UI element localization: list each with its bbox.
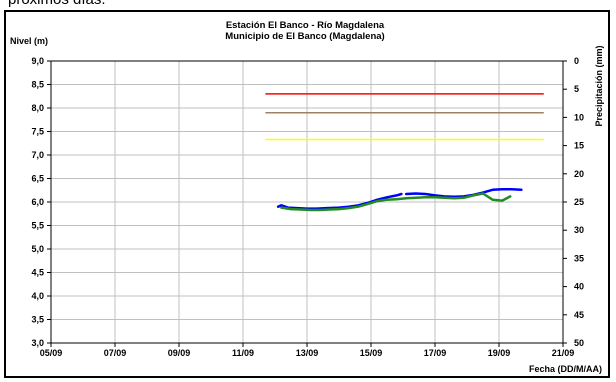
x-tick-label: 15/09 bbox=[360, 348, 383, 358]
x-axis-label: Fecha (DD/M/AA) bbox=[529, 364, 602, 374]
x-tick-label: 19/09 bbox=[488, 348, 511, 358]
y2-tick-label: 45 bbox=[574, 310, 584, 320]
river-level-chart: Estación El Banco - Río Magdalena Munici… bbox=[10, 20, 604, 374]
chart-title: Estación El Banco - Río Magdalena bbox=[226, 20, 385, 31]
y2-tick-label: 15 bbox=[574, 141, 584, 151]
x-tick-label: 07/09 bbox=[104, 348, 127, 358]
y2-axis-label: Precipitación (mm) bbox=[594, 45, 604, 126]
y-tick-label: 8,5 bbox=[31, 80, 44, 90]
y2-tick-label: 25 bbox=[574, 197, 584, 207]
y2-tick-label: 35 bbox=[574, 253, 584, 263]
chart-subtitle: Municipio de El Banco (Magdalena) bbox=[225, 31, 384, 42]
x-tick-label: 09/09 bbox=[168, 348, 191, 358]
y-tick-label: 4,5 bbox=[31, 268, 44, 278]
y2-tick-label: 10 bbox=[574, 112, 584, 122]
y-tick-label: 5,0 bbox=[31, 244, 44, 254]
plot-area: 05/09 07/09 09/09 11/09 13/09 15/09 17/09 19/09… bbox=[31, 56, 584, 358]
y-tick-label: 4,0 bbox=[31, 291, 44, 301]
x-tick-label: 05/09 bbox=[40, 348, 63, 358]
y-tick-label: 9,0 bbox=[31, 56, 44, 66]
x-tick-label: 17/09 bbox=[424, 348, 447, 358]
series-line-1 bbox=[280, 192, 512, 212]
y-tick-label: 3,0 bbox=[31, 338, 44, 348]
y-tick-label: 6,0 bbox=[31, 197, 44, 207]
x-tick-label: 21/09 bbox=[552, 348, 575, 358]
y2-tick-label: 40 bbox=[574, 282, 584, 292]
page-top-text: próximos días. bbox=[8, 0, 106, 8]
y2-tick-label: 20 bbox=[574, 169, 584, 179]
y-tick-label: 5,5 bbox=[31, 221, 44, 231]
series-line-0 bbox=[276, 188, 523, 210]
plot-border bbox=[50, 60, 564, 344]
chart-frame: Estación El Banco - Río Magdalena Munici… bbox=[4, 10, 610, 378]
y2-tick-label: 50 bbox=[574, 338, 584, 348]
y2-tick-label: 30 bbox=[574, 225, 584, 235]
y-tick-label: 7,0 bbox=[31, 150, 44, 160]
y-tick-label: 7,5 bbox=[31, 127, 44, 137]
x-tick-label: 11/09 bbox=[232, 348, 254, 358]
y-tick-label: 8,0 bbox=[31, 103, 44, 113]
y-axis-label: Nivel (m) bbox=[10, 36, 48, 46]
y2-tick-label: 0 bbox=[574, 56, 579, 66]
x-tick-label: 13/09 bbox=[296, 348, 319, 358]
y2-tick-label: 5 bbox=[574, 84, 579, 94]
y-tick-label: 3,5 bbox=[31, 315, 44, 325]
y-tick-label: 6,5 bbox=[31, 174, 44, 184]
